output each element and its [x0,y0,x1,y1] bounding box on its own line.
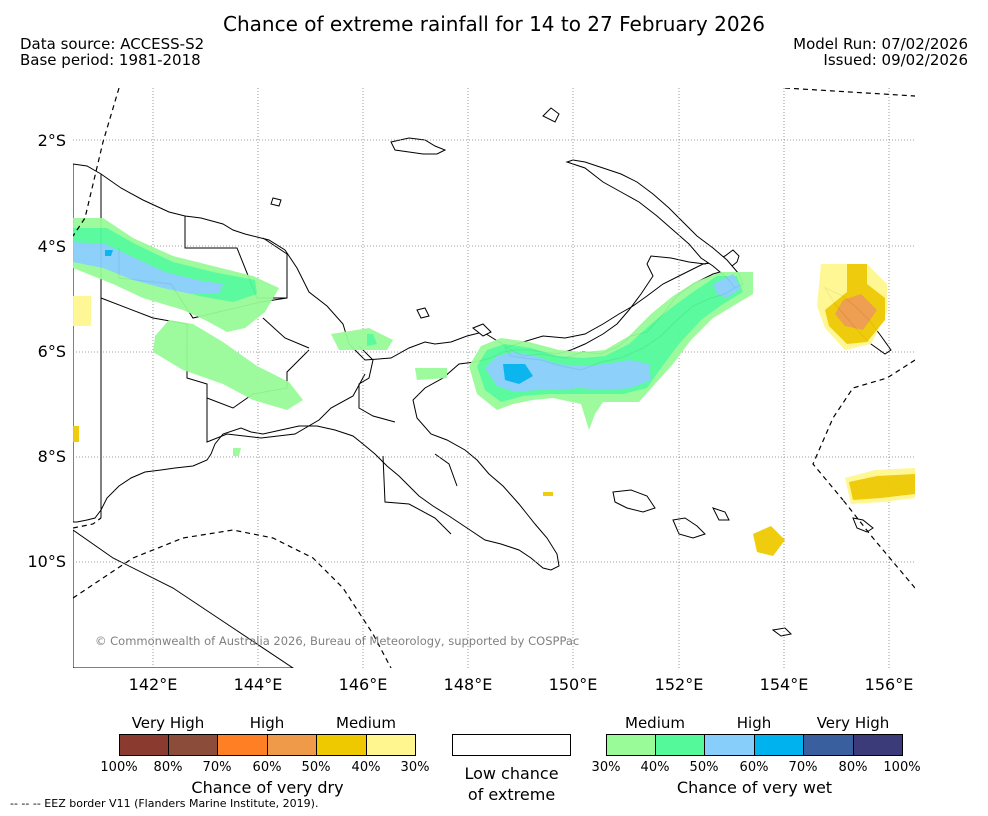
run-info: Model Run: 07/02/2026 Issued: 09/02/2026 [793,36,968,68]
small-island-4 [270,197,282,207]
copyright-notice: © Commonwealth of Australia 2026, Bureau… [95,634,580,648]
wet-zone-east [469,272,753,430]
wet-zone-west [73,218,447,456]
dry-tick-60: 60% [252,760,282,775]
wet-tick-30: 30% [591,760,621,775]
small-island-2 [771,627,793,637]
data-source-text: Data source: ACCESS-S2 [20,35,205,53]
wet-tick-70: 70% [788,760,818,775]
low-chance-swatch [452,734,571,756]
lon-label-150e: 150°E [548,675,598,694]
lon-label-146e: 146°E [338,675,388,694]
rainfall-map [73,88,915,668]
dry-swatch-2 [168,734,218,756]
small-island-5 [472,323,492,337]
dry-swatch-4 [267,734,317,756]
base-period-text: Base period: 1981-2018 [20,51,201,69]
issued-text: Issued: 09/02/2026 [823,51,968,69]
lon-label-142e: 142°E [128,675,178,694]
wet-tick-60: 60% [739,760,769,775]
islands-east-tip-coastline [672,517,706,539]
lon-label-156e: 156°E [864,675,914,694]
lon-label-154e: 154°E [759,675,809,694]
lon-label-152e: 152°E [654,675,704,694]
wet-tick-80: 80% [838,760,868,775]
small-island-3 [542,107,560,123]
dry-tick-80: 80% [153,760,183,775]
dry-swatch-3 [217,734,267,756]
wet-swatch-6 [853,734,903,756]
wet-category-high: High [736,714,772,732]
dry-category-very-high: Very High [131,714,205,732]
dry-category-high: High [249,714,285,732]
lon-label-148e: 148°E [443,675,493,694]
wet-swatch-1 [606,734,656,756]
wet-swatch-3 [704,734,754,756]
wet-tick-100: 100% [883,760,921,775]
lat-label-8s: 8°S [37,447,66,466]
dry-tick-50: 50% [301,760,331,775]
manus-coastline [390,137,447,155]
wet-swatch-2 [655,734,705,756]
wet-swatch-5 [803,734,853,756]
wet-swatch-4 [754,734,804,756]
small-island-6 [416,307,430,319]
wet-category-very-high: Very High [816,714,890,732]
low-chance-caption-line2: of extreme [467,785,556,804]
dentrecasteaux-coastline [612,489,656,513]
low-chance-caption-line1: Low chance [464,764,559,783]
lat-label-4s: 4°S [37,237,66,256]
wet-legend-caption: Chance of very wet [676,778,833,797]
wet-tick-50: 50% [689,760,719,775]
small-island-1 [712,507,730,521]
dry-legend-caption: Chance of very dry [191,778,344,797]
dry-swatch-5 [316,734,366,756]
dry-tick-100: 100% [100,760,138,775]
dry-category-medium: Medium [336,714,396,732]
dry-tick-30: 30% [400,760,430,775]
lon-label-144e: 144°E [233,675,283,694]
wet-tick-40: 40% [640,760,670,775]
lat-label-6s: 6°S [37,342,66,361]
lat-label-10s: 10°S [27,552,66,571]
model-run-text: Model Run: 07/02/2026 [793,35,968,53]
dry-swatch-6 [366,734,416,756]
dry-zones [73,264,915,556]
eez-borders [73,88,915,668]
dry-swatch-1 [119,734,169,756]
lat-label-2s: 2°S [37,131,66,150]
dry-tick-70: 70% [202,760,232,775]
dry-tick-40: 40% [351,760,381,775]
map-title: Chance of extreme rainfall for 14 to 27 … [223,12,765,36]
wet-category-medium: Medium [625,714,685,732]
data-info: Data source: ACCESS-S2 Base period: 1981… [20,36,204,68]
eez-source-note: -- -- -- EEZ border V11 (Flanders Marine… [10,797,319,810]
australia-coastline [73,529,294,668]
